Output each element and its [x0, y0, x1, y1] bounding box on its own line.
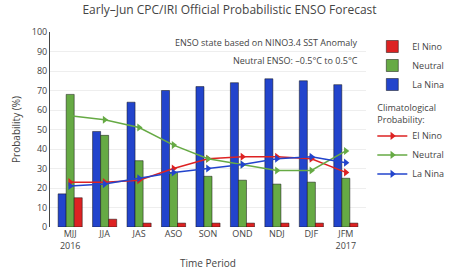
- svg-text:La Nina: La Nina: [412, 78, 444, 91]
- svg-text:OND: OND: [232, 227, 252, 240]
- svg-text:80: 80: [37, 64, 47, 77]
- svg-text:50: 50: [37, 123, 47, 136]
- svg-text:La Nina: La Nina: [412, 167, 444, 180]
- svg-text:Neutral ENSO: –0.5°C to 0.5°C: Neutral ENSO: –0.5°C to 0.5°C: [233, 54, 358, 67]
- svg-text:Neutral: Neutral: [412, 148, 444, 161]
- svg-text:ASO: ASO: [165, 227, 183, 240]
- svg-text:MJJ2016: MJJ2016: [60, 227, 81, 252]
- svg-text:Early–Jun CPC/IRI Official Pro: Early–Jun CPC/IRI Official Probabilistic…: [82, 1, 376, 18]
- svg-text:Time Period: Time Period: [180, 256, 236, 270]
- svg-text:El Nino: El Nino: [412, 129, 442, 142]
- svg-text:100: 100: [32, 25, 47, 38]
- svg-text:SON: SON: [199, 227, 218, 240]
- svg-text:60: 60: [37, 103, 47, 116]
- svg-text:70: 70: [37, 84, 47, 97]
- svg-text:ClimatologicalProbability:: ClimatologicalProbability:: [377, 101, 436, 126]
- svg-text:El Nino: El Nino: [412, 40, 442, 53]
- svg-text:Probability (%): Probability (%): [9, 96, 23, 163]
- svg-text:Neutral: Neutral: [412, 59, 444, 72]
- svg-text:0: 0: [42, 220, 47, 233]
- svg-text:NDJ: NDJ: [269, 227, 285, 240]
- svg-text:10: 10: [37, 201, 47, 214]
- svg-text:JAS: JAS: [132, 227, 146, 240]
- svg-text:JFM2017: JFM2017: [336, 227, 357, 252]
- svg-text:30: 30: [37, 162, 47, 175]
- svg-text:JJA: JJA: [98, 227, 110, 240]
- svg-text:DJF: DJF: [305, 227, 319, 240]
- svg-text:20: 20: [37, 181, 47, 194]
- svg-text:ENSO state based on NINO3.4 SS: ENSO state based on NINO3.4 SST Anomaly: [175, 36, 358, 49]
- svg-text:40: 40: [37, 142, 47, 155]
- svg-text:90: 90: [37, 45, 47, 58]
